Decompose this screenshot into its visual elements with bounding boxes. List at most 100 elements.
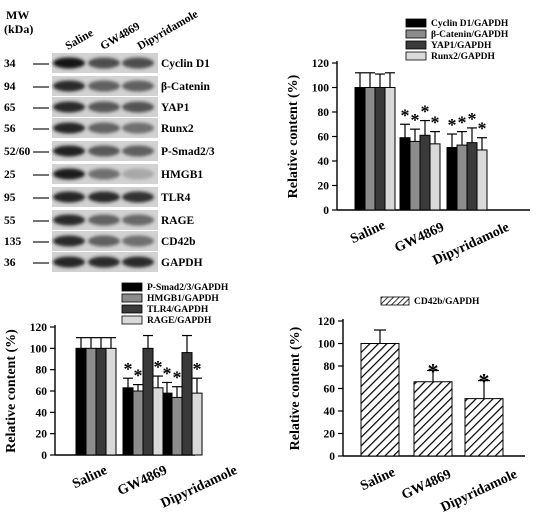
significance-star: * [124, 359, 133, 379]
y-axis-label: Relative content (%) [288, 326, 303, 450]
bar [429, 143, 441, 211]
blot-band [88, 168, 120, 180]
legend-label: HMGB1/GAPDH [147, 294, 219, 304]
blot-band [88, 214, 120, 226]
blot-band [53, 235, 85, 247]
y-tick-label: 0 [329, 451, 335, 463]
legend-label: CD42b/GAPDH [414, 297, 480, 307]
significance-star: * [154, 357, 163, 377]
significance-star: * [428, 359, 439, 384]
bar [419, 134, 431, 211]
legend-label: YAP1/GAPDH [431, 41, 492, 51]
protein-label: β-Catenin [161, 81, 210, 93]
bar [476, 149, 488, 211]
category-label: Saline [70, 463, 109, 492]
legend-label: RAGE/GAPDH [147, 316, 212, 326]
bar [95, 347, 107, 456]
mw-label: 25 [4, 169, 16, 181]
blot-band [88, 145, 120, 157]
bar [409, 140, 421, 211]
bar [171, 396, 183, 456]
bar [85, 347, 97, 456]
significance-star: * [468, 109, 477, 129]
blot-band [122, 256, 154, 268]
significance-star: * [421, 102, 430, 122]
y-tick-label: 100 [312, 83, 330, 95]
significance-star: * [431, 113, 440, 133]
protein-label: TLR4 [161, 192, 191, 204]
mw-label: 135 [4, 236, 22, 248]
bar [464, 398, 504, 457]
bar [105, 347, 117, 456]
bar [122, 387, 134, 456]
protein-label: P-Smad2/3 [161, 146, 215, 158]
bar [181, 352, 193, 456]
mw-label: 94 [4, 81, 16, 93]
blot-band [53, 145, 85, 157]
blot-band [122, 80, 154, 92]
bar [75, 347, 87, 456]
bar [374, 87, 386, 211]
mw-label: 55 [4, 215, 16, 227]
protein-label: YAP1 [161, 102, 190, 114]
category-label: Saline [348, 218, 387, 247]
significance-star: * [458, 113, 467, 133]
legend-label: Cyclin D1/GAPDH [431, 19, 509, 29]
blot-row: 56 Runx2 [4, 118, 194, 138]
bar [354, 87, 366, 211]
blot-band [88, 101, 120, 113]
bar [384, 87, 396, 211]
y-tick-label: 20 [324, 429, 336, 441]
blot-row: 95 TLR4 [4, 187, 191, 207]
bar [399, 137, 411, 211]
lane-label: Saline [64, 27, 96, 52]
protein-label: GAPDH [161, 257, 203, 269]
blot-row: 36 GAPDH [4, 252, 203, 272]
bar [413, 381, 453, 457]
blot-band [122, 145, 154, 157]
category-label: GW4869 [115, 463, 169, 499]
blot-row: 65 YAP1 [4, 97, 190, 117]
blot-band [88, 191, 120, 203]
blot-row: 135 CD42b [4, 231, 196, 251]
blot-row: 94 β-Catenin [4, 76, 210, 96]
bar [132, 390, 144, 456]
bar [142, 347, 154, 456]
y-tick-label: 0 [323, 205, 329, 217]
significance-star: * [448, 115, 457, 135]
y-tick-label: 60 [36, 386, 48, 398]
legend-label: Runx2/GAPDH [431, 52, 495, 62]
legend-swatch [121, 282, 143, 292]
blot-band [53, 214, 85, 226]
blot-band [53, 57, 85, 69]
y-tick-label: 40 [324, 406, 336, 418]
y-tick-label: 120 [30, 322, 48, 334]
blot-row: 34 Cyclin D1 [4, 53, 210, 73]
blot-band [53, 168, 85, 180]
blot-band [53, 256, 85, 268]
significance-star: * [411, 110, 420, 130]
blot-band [122, 214, 154, 226]
legend-swatch [121, 304, 143, 314]
blot-band [88, 256, 120, 268]
blot-band [88, 235, 120, 247]
bar [446, 147, 458, 211]
y-tick-label: 80 [318, 107, 330, 119]
bar [191, 392, 203, 456]
blot-row: 55 RAGE [4, 210, 195, 230]
blot-band [122, 235, 154, 247]
category-label: Saline [358, 465, 397, 494]
significance-star: * [173, 368, 182, 388]
blot-row: 52/60 P-Smad2/3 [4, 141, 215, 161]
y-tick-label: 80 [324, 361, 336, 373]
bar [364, 87, 376, 211]
bar [152, 387, 164, 456]
protein-label: CD42b [161, 236, 196, 248]
blot-band [53, 101, 85, 113]
mw-label: 34 [4, 58, 16, 70]
legend: Cyclin D1/GAPDHβ-Catenin/GAPDHYAP1/GAPDH… [405, 18, 509, 62]
y-tick-label: 40 [36, 407, 48, 419]
